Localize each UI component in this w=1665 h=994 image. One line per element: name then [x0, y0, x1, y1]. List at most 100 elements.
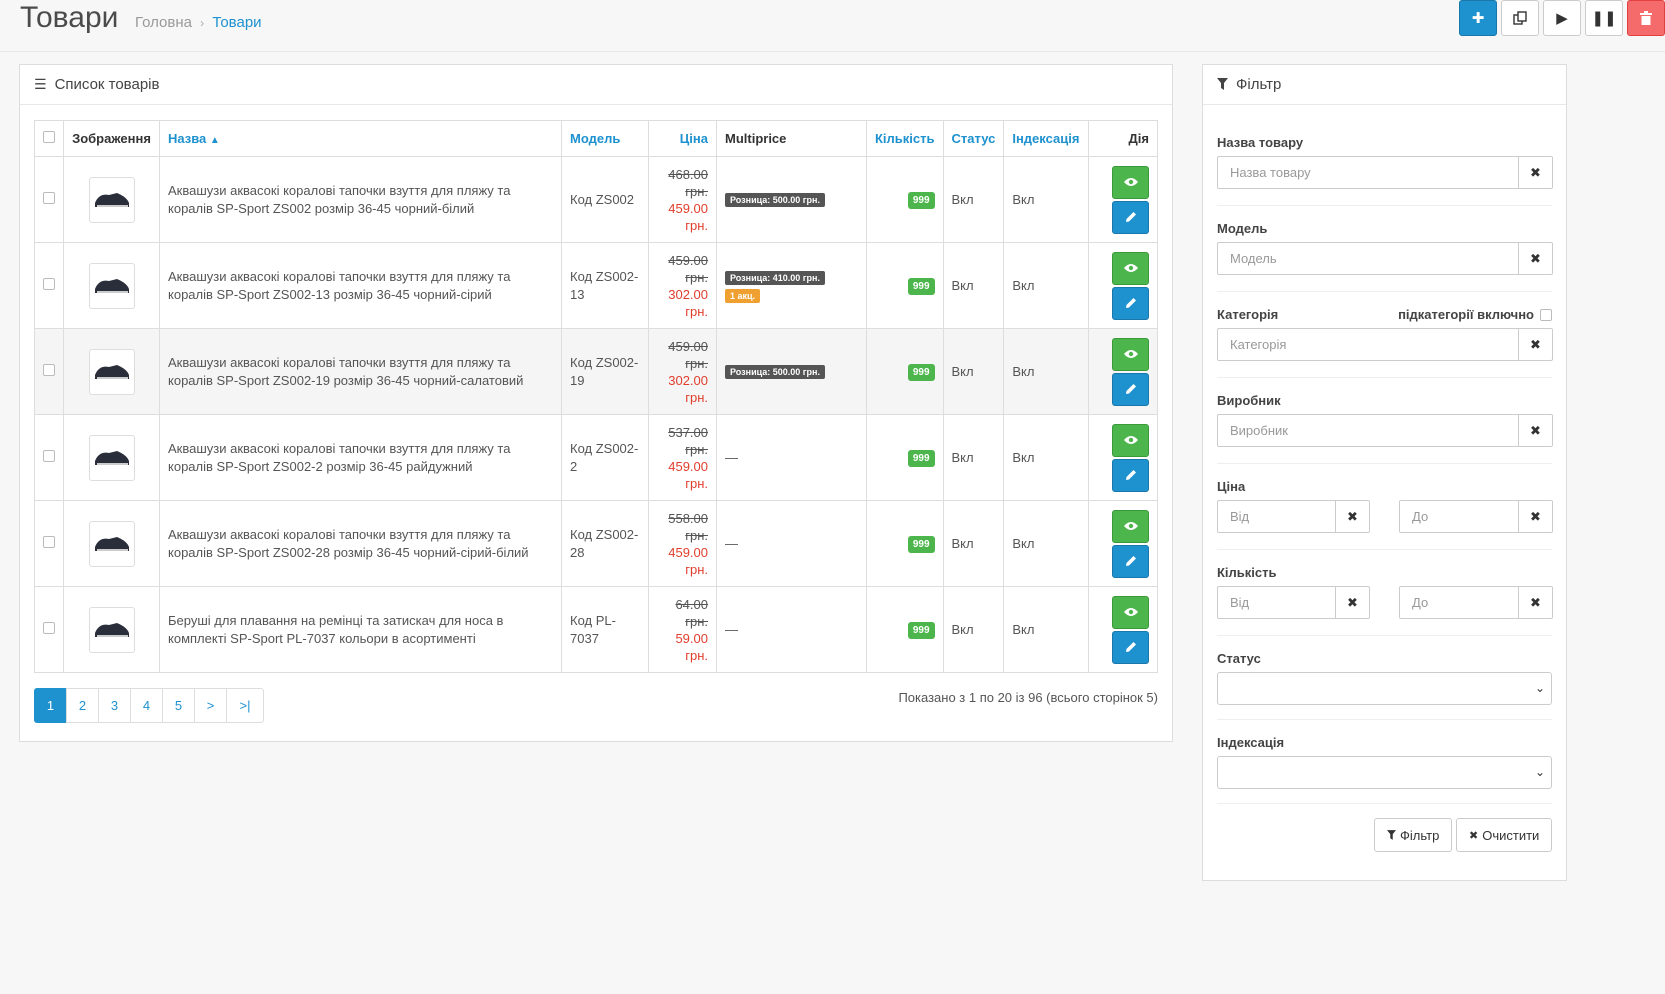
- disable-button[interactable]: ❚❚: [1585, 0, 1623, 36]
- row-status: Вкл: [942, 414, 1005, 501]
- divider: [1217, 803, 1552, 804]
- page-4[interactable]: 4: [130, 688, 163, 723]
- product-image: [94, 364, 129, 379]
- pager-info: Показано з 1 по 20 із 96 (всього сторіно…: [898, 690, 1158, 705]
- pencil-icon: [1125, 384, 1136, 394]
- sort-asc-icon: ▲: [209, 135, 220, 146]
- row-status: Вкл: [942, 500, 1005, 587]
- subcategory-checkbox[interactable]: [1540, 308, 1552, 321]
- table-row: Аквашузи аквасокі коралові тапочки взутт…: [34, 414, 1158, 501]
- edit-button[interactable]: [1112, 630, 1149, 664]
- view-button[interactable]: [1112, 509, 1149, 543]
- view-button[interactable]: [1112, 251, 1149, 285]
- breadcrumb-home[interactable]: Головна: [135, 14, 192, 31]
- pencil-icon: [1125, 470, 1136, 480]
- edit-button[interactable]: [1112, 458, 1149, 492]
- filter-name-input[interactable]: Назва товару: [1217, 156, 1519, 189]
- filter-price-to-clear-button[interactable]: ✖: [1518, 500, 1553, 533]
- price-new: 459.00 грн.: [668, 458, 708, 491]
- filter-qty-from-clear-button[interactable]: ✖: [1335, 586, 1370, 619]
- view-button[interactable]: [1112, 337, 1149, 371]
- row-checkbox[interactable]: [43, 450, 55, 462]
- view-button[interactable]: [1112, 165, 1149, 199]
- page-header: Товари Головна › Товари ✚ ▶ ❚❚: [0, 0, 1665, 52]
- filter-price-from-input[interactable]: Від: [1217, 500, 1336, 533]
- product-thumbnail[interactable]: [88, 520, 135, 567]
- col-status[interactable]: Статус: [942, 120, 1005, 157]
- product-thumbnail[interactable]: [88, 606, 135, 653]
- col-name-label: Назва: [168, 131, 207, 146]
- close-icon: ✖: [1530, 164, 1541, 180]
- filter-model-clear-button[interactable]: ✖: [1518, 242, 1553, 275]
- page-next[interactable]: >: [194, 688, 227, 723]
- product-thumbnail[interactable]: [88, 348, 135, 395]
- breadcrumb-current[interactable]: Товари: [212, 14, 262, 31]
- price-old: 558.00 грн.: [668, 510, 708, 543]
- add-button[interactable]: ✚: [1459, 0, 1497, 36]
- filter-manufacturer-clear-button[interactable]: ✖: [1518, 414, 1553, 447]
- row-actions: [1088, 242, 1158, 329]
- row-checkbox[interactable]: [43, 536, 55, 548]
- edit-button[interactable]: [1112, 372, 1149, 406]
- row-checkbox[interactable]: [43, 364, 55, 376]
- filter-price-to-input[interactable]: До: [1399, 500, 1519, 533]
- filter-indexing-select[interactable]: ⌄: [1217, 756, 1552, 789]
- row-indexing: Вкл: [1003, 156, 1090, 243]
- row-model: Код ZS002-2: [561, 414, 649, 501]
- view-button[interactable]: [1112, 423, 1149, 457]
- col-indexing[interactable]: Індексація: [1003, 120, 1090, 157]
- filter-manufacturer-input[interactable]: Виробник: [1217, 414, 1519, 447]
- product-thumbnail[interactable]: [88, 262, 135, 309]
- row-checkbox[interactable]: [43, 192, 55, 204]
- clear-button[interactable]: ✖ Очистити: [1456, 818, 1553, 852]
- row-select-cell: [34, 242, 64, 329]
- row-checkbox[interactable]: [43, 278, 55, 290]
- row-name: Аквашузи аквасокі коралові тапочки взутт…: [159, 242, 562, 329]
- filter-qty-from-input[interactable]: Від: [1217, 586, 1336, 619]
- multiprice-empty: —: [725, 450, 738, 465]
- edit-button[interactable]: [1112, 286, 1149, 320]
- copy-button[interactable]: [1501, 0, 1539, 36]
- product-thumbnail[interactable]: [88, 176, 135, 223]
- price-new: 302.00 грн.: [668, 286, 708, 319]
- col-model[interactable]: Модель: [561, 120, 649, 157]
- delete-button[interactable]: [1627, 0, 1665, 36]
- divider: [1217, 291, 1552, 292]
- divider: [1217, 463, 1552, 464]
- row-select-cell: [34, 328, 64, 415]
- filter-category-input[interactable]: Категорія: [1217, 328, 1519, 361]
- col-price[interactable]: Ціна: [648, 120, 717, 157]
- close-icon: ✖: [1530, 336, 1541, 352]
- multiprice-badge: Розница: 500.00 грн.: [725, 364, 825, 379]
- row-checkbox[interactable]: [43, 622, 55, 634]
- filter-qty-to-input[interactable]: До: [1399, 586, 1519, 619]
- row-quantity-cell: 999: [866, 242, 944, 329]
- filter-button[interactable]: Фільтр: [1374, 818, 1453, 852]
- filter-category-clear-button[interactable]: ✖: [1518, 328, 1553, 361]
- edit-button[interactable]: [1112, 200, 1149, 234]
- filter-name-clear-button[interactable]: ✖: [1518, 156, 1553, 189]
- page-last[interactable]: >|: [226, 688, 264, 723]
- enable-button[interactable]: ▶: [1543, 0, 1581, 36]
- col-name[interactable]: Назва ▲: [159, 120, 562, 157]
- col-quantity[interactable]: Кількість: [866, 120, 944, 157]
- trash-icon: [1640, 11, 1652, 25]
- plus-icon: ✚: [1471, 10, 1485, 27]
- eye-icon: [1123, 608, 1138, 616]
- filter-status-select[interactable]: ⌄: [1217, 672, 1552, 705]
- select-all-checkbox[interactable]: [43, 131, 55, 143]
- row-name: Аквашузи аквасокі коралові тапочки взутт…: [159, 414, 562, 501]
- filter-price-from-clear-button[interactable]: ✖: [1335, 500, 1370, 533]
- page-1[interactable]: 1: [34, 688, 67, 723]
- page-5[interactable]: 5: [162, 688, 195, 723]
- edit-button[interactable]: [1112, 544, 1149, 578]
- view-button[interactable]: [1112, 595, 1149, 629]
- col-action: Дія: [1088, 120, 1158, 157]
- filter-qty-to-clear-button[interactable]: ✖: [1518, 586, 1553, 619]
- filter-heading: Фільтр: [1203, 65, 1566, 105]
- filter-model-input[interactable]: Модель: [1217, 242, 1519, 275]
- pencil-icon: [1125, 642, 1136, 652]
- page-3[interactable]: 3: [98, 688, 131, 723]
- page-2[interactable]: 2: [66, 688, 99, 723]
- product-thumbnail[interactable]: [88, 434, 135, 481]
